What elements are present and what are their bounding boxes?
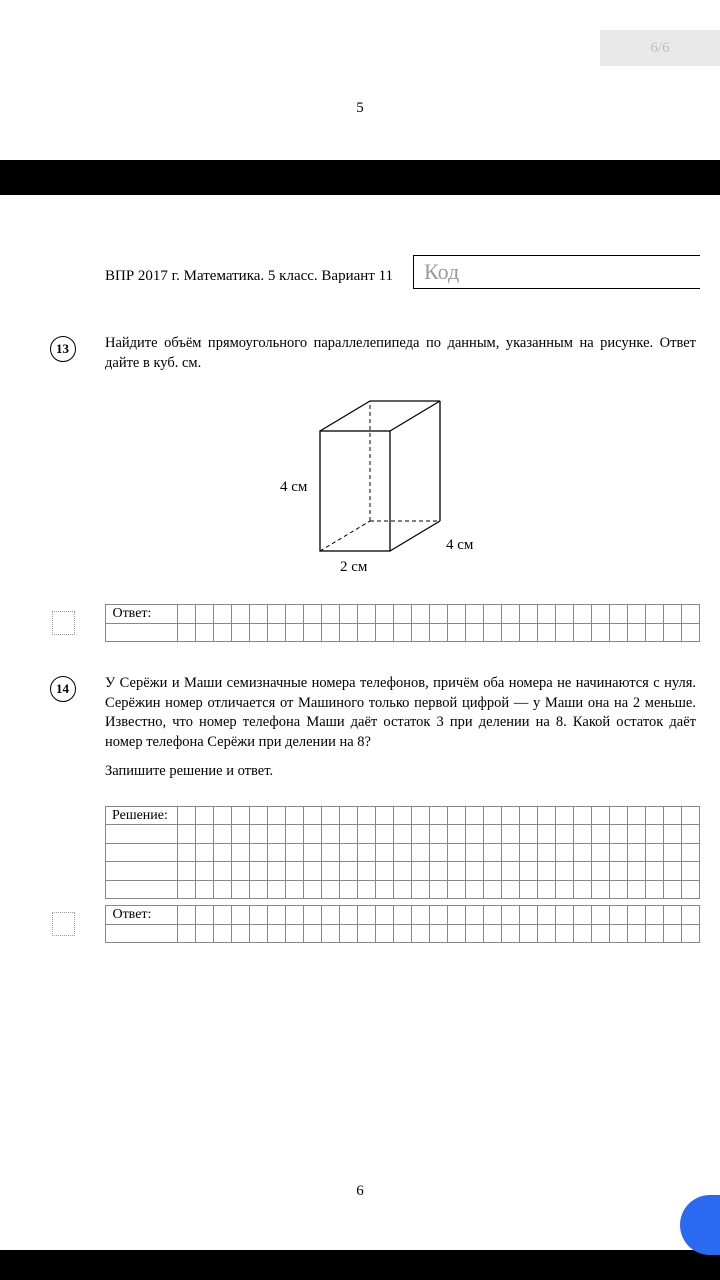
page-header: ВПР 2017 г. Математика. 5 класс. Вариант… xyxy=(20,255,700,289)
cuboid-figure: 4 см 4 см 2 см xyxy=(20,391,700,586)
grader-checkbox[interactable] xyxy=(52,611,75,635)
task-13-answer-row: Ответ: xyxy=(20,604,700,642)
solution-grid-14[interactable]: Решение: xyxy=(105,806,700,900)
cuboid-svg: 4 см 4 см 2 см xyxy=(210,391,510,581)
task-number-badge: 14 xyxy=(50,676,76,702)
screen: 6/6 5 ВПР 2017 г. Математика. 5 класс. В… xyxy=(0,0,720,1280)
task-13: 13 Найдите объём прямоугольного параллел… xyxy=(20,334,700,373)
task-14: 14 У Серёжи и Маши семизначные номера те… xyxy=(20,674,700,788)
solution-grid-block: Решение: xyxy=(20,806,700,900)
page-counter-tab: 6/6 xyxy=(600,30,720,66)
lower-page-number: 6 xyxy=(0,1183,720,1200)
top-page-strip: 6/6 5 xyxy=(0,0,720,160)
task-14-body: У Серёжи и Маши семизначные номера телеф… xyxy=(105,674,700,788)
answer-grid-13[interactable]: Ответ: xyxy=(105,604,700,642)
exam-title: ВПР 2017 г. Математика. 5 класс. Вариант… xyxy=(105,268,393,289)
grader-checkbox[interactable] xyxy=(52,912,75,936)
width-label: 2 см xyxy=(340,559,368,575)
task-number-col: 13 xyxy=(20,334,105,362)
task-number-col: 14 xyxy=(20,674,105,702)
upper-page-number: 5 xyxy=(0,100,720,117)
task-14-text: У Серёжи и Маши семизначные номера телеф… xyxy=(105,675,696,750)
answer-grid-14[interactable]: Ответ: xyxy=(105,905,700,943)
code-field[interactable]: Код xyxy=(413,255,700,289)
depth-label: 4 см xyxy=(446,537,474,553)
height-label: 4 см xyxy=(280,479,308,495)
task-14-instruction: Запишите решение и ответ. xyxy=(105,762,696,782)
task-13-text: Найдите объём прямоугольного параллелепи… xyxy=(105,334,700,373)
task-number-badge: 13 xyxy=(50,336,76,362)
worksheet-page: ВПР 2017 г. Математика. 5 класс. Вариант… xyxy=(0,195,720,1250)
task-14-answer-row: Ответ: xyxy=(20,905,700,943)
